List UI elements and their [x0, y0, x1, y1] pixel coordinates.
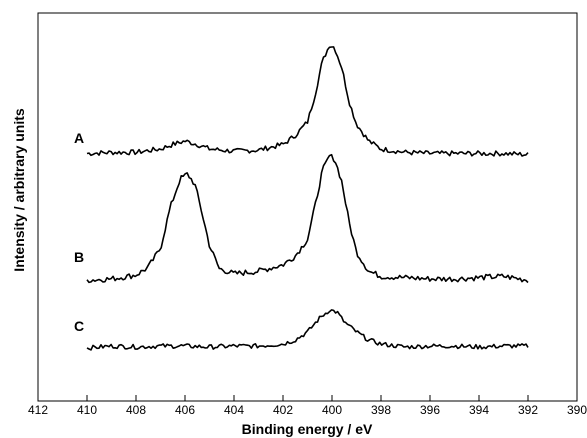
x-tick-label: 396	[420, 403, 440, 417]
x-axis-ticks	[37, 395, 578, 401]
series-label-c: C	[74, 318, 84, 334]
x-tick-label: 394	[469, 403, 489, 417]
x-tick-label: 404	[224, 403, 244, 417]
x-axis-label: Binding energy / eV	[242, 421, 373, 437]
x-tick-label: 408	[126, 403, 146, 417]
x-tick-label: 406	[175, 403, 195, 417]
series-line-b	[86, 153, 529, 284]
series-label-b: B	[74, 249, 84, 265]
x-tick-label: 412	[28, 403, 48, 417]
x-tick-label: 400	[322, 403, 342, 417]
x-tick-label: 402	[273, 403, 293, 417]
series-labels: A B C	[74, 130, 84, 334]
plot-area-frame	[37, 12, 578, 402]
x-tick-label: 410	[77, 403, 97, 417]
series-label-a: A	[74, 130, 84, 146]
series-lines	[86, 46, 529, 351]
x-tick-label: 390	[567, 403, 587, 417]
x-tick-label: 392	[518, 403, 538, 417]
y-axis-label: Intensity / arbitrary units	[11, 108, 27, 272]
x-tick-label: 398	[371, 403, 391, 417]
series-line-c	[86, 309, 529, 351]
x-axis-tick-labels: 412 410 408 406 404 402 400 398 396 394 392 390	[28, 403, 587, 417]
series-line-a	[86, 46, 529, 157]
